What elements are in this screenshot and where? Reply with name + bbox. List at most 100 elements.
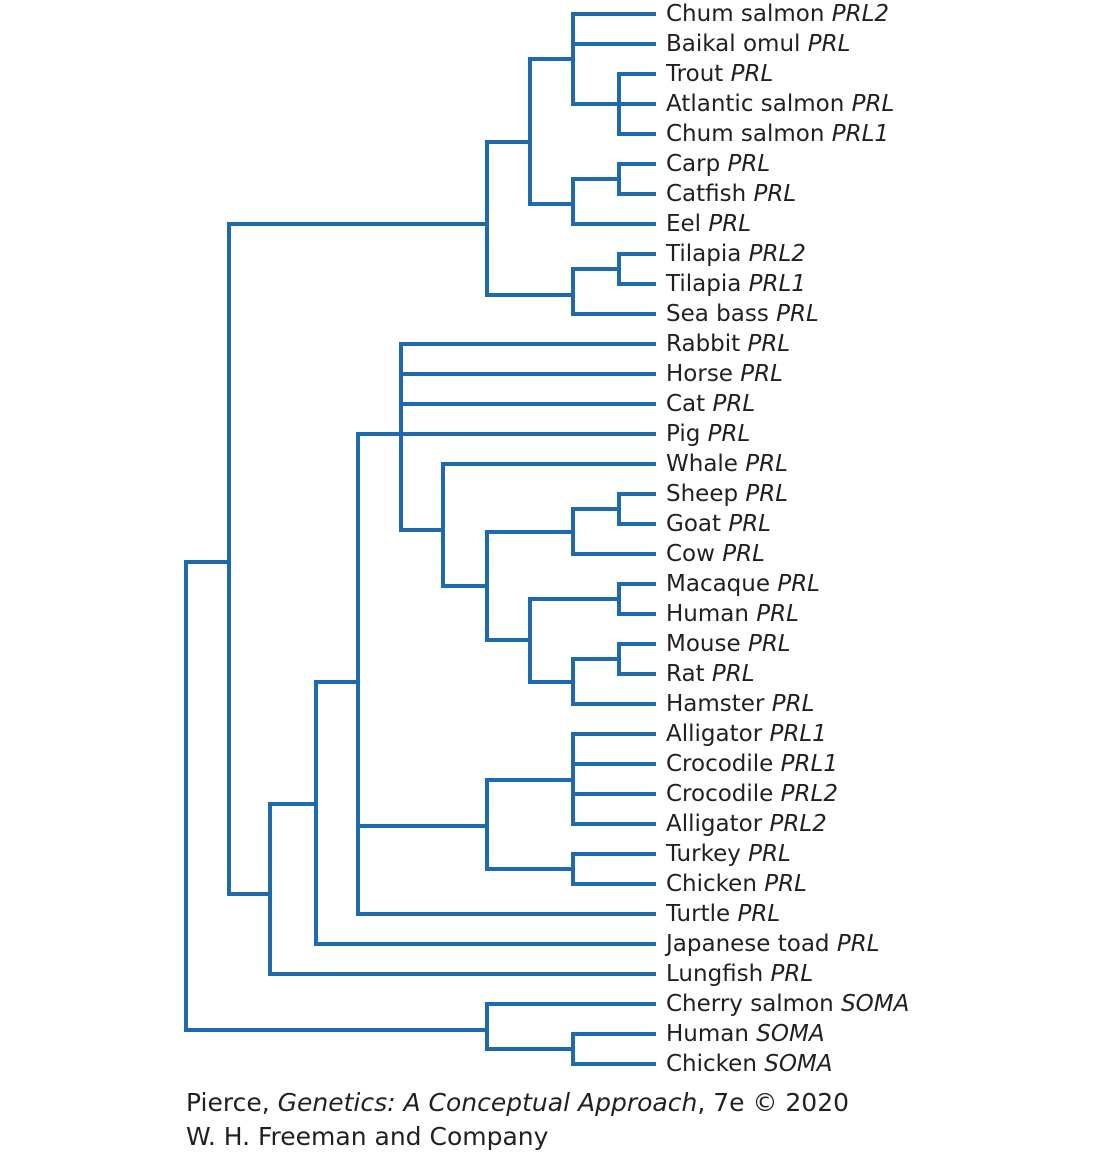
gene-name: PRL: [711, 661, 755, 687]
species-name: Pig: [666, 421, 701, 447]
leaf-label: Rabbit PRL: [666, 330, 790, 358]
leaf-label: Chum salmon PRL2: [666, 0, 889, 28]
leaf-label: Macaque PRL: [666, 570, 820, 598]
branch-teleost-clade: [485, 140, 575, 297]
gene-name: PRL: [708, 211, 752, 237]
leaf-label: Tilapia PRL2: [666, 240, 806, 268]
branch-perciform: [571, 267, 656, 316]
leaf-label: Chicken PRL: [666, 870, 807, 898]
species-name: Chum salmon: [666, 1, 825, 27]
branch-archosaur: [485, 778, 575, 871]
gene-name: PRL2: [831, 1, 890, 27]
species-name: Trout: [666, 61, 724, 87]
branch-whale-group: [441, 462, 656, 588]
gene-name: PRL: [728, 511, 771, 537]
species-name: Alligator: [666, 811, 763, 837]
gene-name: PRL: [747, 331, 791, 357]
species-name: Turkey: [666, 841, 741, 867]
leaf-label: Japanese toad PRL: [666, 930, 880, 958]
species-name: Japanese toad: [666, 931, 830, 957]
leaf-label: Trout PRL: [666, 60, 773, 88]
species-name: Turtle: [666, 901, 731, 927]
gene-name: PRL: [730, 61, 774, 87]
leaf-label: Turtle PRL: [666, 900, 780, 928]
gene-name: PRL: [753, 181, 797, 207]
leaf-label: Cherry salmon SOMA: [666, 990, 909, 1018]
leaf-label: Atlantic salmon PRL: [666, 90, 894, 118]
leaf-label: Chicken SOMA: [666, 1050, 833, 1078]
gene-name: PRL: [776, 301, 819, 327]
credit-book-title: Genetics: A Conceptual Approach: [277, 1088, 698, 1117]
leaf-label: Turkey PRL: [666, 840, 791, 868]
gene-name: PRL: [745, 481, 789, 507]
species-name: Eel: [666, 211, 702, 237]
species-name: Sheep: [666, 481, 739, 507]
gene-name: PRL: [727, 151, 771, 177]
gene-name: SOMA: [841, 991, 910, 1017]
leaf-label: Mouse PRL: [666, 630, 791, 658]
species-name: Rabbit: [666, 331, 741, 357]
credit-edition: , 7e © 2020: [697, 1088, 850, 1117]
species-name: Crocodile: [666, 781, 774, 807]
branch-primate: [617, 582, 656, 616]
branch-cyprinid-eel: [571, 177, 656, 226]
species-name: Catfish: [666, 181, 747, 207]
leaf-label: Baikal omul PRL: [666, 30, 850, 58]
species-name: Rat: [666, 661, 705, 687]
branch-galliform: [571, 852, 656, 886]
species-name: Baikal omul: [666, 31, 801, 57]
branch-soma-clade: [485, 1002, 656, 1051]
leaf-label: Chum salmon PRL1: [666, 120, 889, 148]
credit-author: Pierce,: [186, 1088, 278, 1117]
species-name: Horse: [666, 361, 733, 387]
gene-name: PRL2: [748, 241, 806, 267]
species-name: Chum salmon: [666, 121, 825, 147]
species-name: Chicken: [666, 871, 757, 897]
gene-name: SOMA: [764, 1051, 833, 1077]
gene-name: PRL: [740, 361, 783, 387]
leaf-label: Sea bass PRL: [666, 300, 819, 328]
gene-name: PRL: [737, 901, 781, 927]
leaf-label: Horse PRL: [666, 360, 783, 388]
gene-name: PRL2: [769, 811, 827, 837]
leaf-label: Goat PRL: [666, 510, 771, 538]
gene-name: PRL: [747, 631, 791, 657]
species-name: Crocodile: [666, 751, 774, 777]
branch-bovid: [571, 507, 656, 556]
gene-name: PRL: [777, 571, 820, 597]
gene-name: PRL: [851, 91, 895, 117]
leaf-label: Carp PRL: [666, 150, 770, 178]
leaf-label: Cat PRL: [666, 390, 755, 418]
branch-mammal-polytomy: [399, 342, 656, 532]
leaf-label: Pig PRL: [666, 420, 750, 448]
leaf-label: Alligator PRL1: [666, 720, 827, 748]
gene-name: PRL: [764, 871, 807, 897]
branch-carp-catfish: [617, 162, 656, 196]
leaf-label: Crocodile PRL2: [666, 780, 838, 808]
credit-publisher: W. H. Freeman and Company: [186, 1122, 549, 1151]
gene-name: SOMA: [756, 1021, 825, 1047]
branch-tetrapod: [314, 680, 656, 946]
gene-name: PRL: [707, 421, 751, 447]
gene-name: PRL1: [769, 721, 827, 747]
species-name: Cat: [666, 391, 706, 417]
leaf-label: Sheep PRL: [666, 480, 788, 508]
branch-sarcopterygian: [268, 802, 656, 976]
leaf-label: Cow PRL: [666, 540, 765, 568]
species-name: Goat: [666, 511, 722, 537]
branch-prl-root: [227, 222, 489, 896]
gene-name: PRL: [756, 601, 799, 627]
branch-mouse-rat: [617, 642, 656, 676]
species-name: Lungfish: [666, 961, 764, 987]
gene-name: PRL1: [831, 121, 890, 147]
branch-tilapia: [617, 252, 656, 286]
branch-root: [184, 560, 489, 1032]
gene-name: PRL: [807, 31, 851, 57]
gene-name: PRL: [748, 841, 791, 867]
leaf-label: Lungfish PRL: [666, 960, 813, 988]
species-name: Human: [666, 601, 749, 627]
gene-name: PRL: [745, 451, 788, 477]
tree-branches: [184, 12, 656, 1066]
branch-crocodilians: [571, 732, 656, 826]
species-name: Tilapia: [666, 241, 742, 267]
